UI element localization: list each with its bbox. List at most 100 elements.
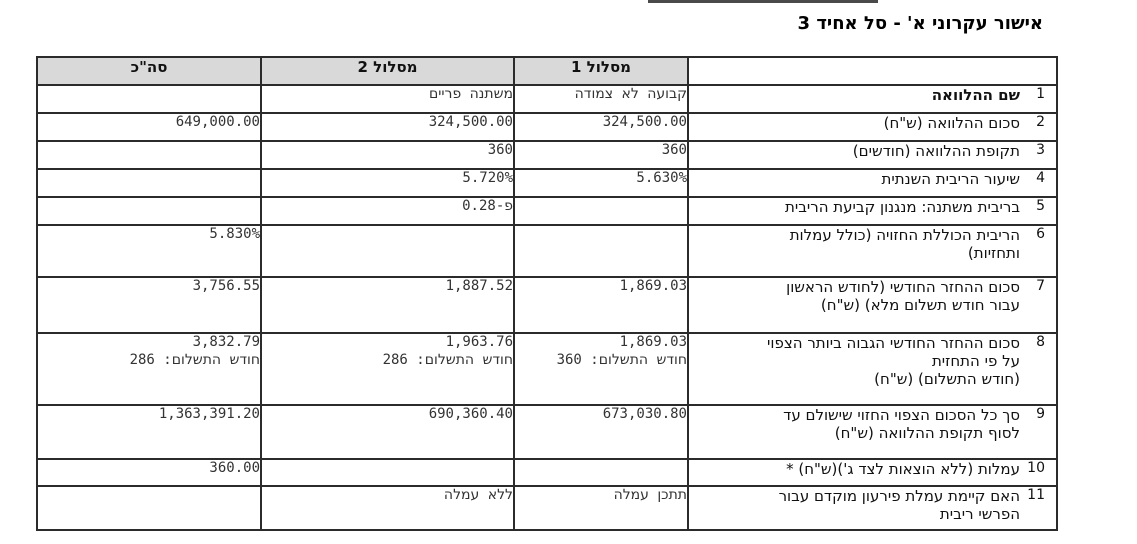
value-cell-track1: 5.630% [513,168,689,198]
row-number: 7 [1036,278,1045,294]
row-label-cell: 8 סכום ההחזר החודשי הגבוה ביותר הצפוי על… [687,332,1058,406]
row-number: 6 [1036,226,1045,242]
column-header-total: סה"כ [36,56,262,86]
value-cell-track2: 1,963.76 חודש התשלום: 286 [260,332,515,406]
row-label: סכום ההחזר החודשי הגבוה ביותר הצפוי על פ… [767,334,1020,388]
row-number: 10 [1027,460,1045,476]
cell-value: 1,363,391.20 [158,406,260,422]
table-row: 649,000.00 324,500.00 324,500.00 2 סכום … [36,112,1058,142]
row-number: 8 [1036,334,1045,350]
loan-comparison-table: סה"כ מסלול 2 מסלול 1 משתנה פריים קבועה ל… [36,56,1058,531]
row-label-cell: 2 סכום ההלוואה (ש"ח) [687,112,1058,142]
cell-subtext: חודש התשלום: 286 [382,352,513,368]
cell-value: 1,887.52 [445,278,513,294]
row-label: תקופת ההלוואה (חודשים) [852,142,1020,160]
table-row: 5.830% 6 הריבית הכוללת החזויה (כולל עמלו… [36,224,1058,278]
row-label-cell: 6 הריבית הכוללת החזויה (כולל עמלות ותחזי… [687,224,1058,278]
value-cell-track1: 360 [513,140,689,170]
cell-value: ללא עמלה [443,487,513,503]
table-row: משתנה פריים קבועה לא צמודה 1 שם ההלוואה [36,84,1058,114]
value-cell-track1: קבועה לא צמודה [513,84,689,114]
value-cell-total: 360.00 [36,458,262,487]
value-cell-track2: משתנה פריים [260,84,515,114]
table-row: 360.00 10 עמלות (ללא הוצאות לצד ג')(ש"ח)… [36,458,1058,487]
value-cell-track2 [260,224,515,278]
value-cell-total: 3,756.55 [36,276,262,334]
header-empty-cell [687,56,1058,86]
cell-value: 673,030.80 [602,406,687,422]
row-label: שם ההלוואה [931,86,1020,104]
row-number: 11 [1027,487,1045,503]
cell-value: תתכן עמלה [613,487,687,503]
table-row: 5.720% 5.630% 4 שיעור הריבית השנתית [36,168,1058,198]
table-row: ללא עמלה תתכן עמלה 11 האם קיימת עמלת פיר… [36,485,1058,531]
row-label: שיעור הריבית השנתית [881,170,1020,188]
value-cell-track2 [260,458,515,487]
row-number: 5 [1036,198,1045,214]
value-cell-track2: ללא עמלה [260,485,515,531]
value-cell-track1 [513,196,689,226]
column-header-track1: מסלול 1 [513,56,689,86]
row-number: 3 [1036,142,1045,158]
cell-value: משתנה פריים [428,86,513,102]
row-label: סך כל הסכום הצפוי החזוי שישולם עד לסוף ת… [783,406,1020,442]
value-cell-track1 [513,458,689,487]
cell-value: 5.720% [462,170,513,186]
value-cell-track2: 324,500.00 [260,112,515,142]
value-cell-total [36,84,262,114]
cell-value: 5.630% [636,170,687,186]
row-label-cell: 11 האם קיימת עמלת פירעון מוקדם עבור הפרש… [687,485,1058,531]
column-header-track2: מסלול 2 [260,56,515,86]
cell-value: 3,832.79 [192,334,260,350]
page-title: אישור עקרוני א' - סל אחיד 3 [797,13,1043,34]
row-label: הריבית הכוללת החזויה (כולל עמלות ותחזיות… [789,226,1020,262]
cell-value: 690,360.40 [428,406,513,422]
value-cell-total [36,140,262,170]
row-number: 1 [1036,86,1045,102]
cell-value: 1,869.03 [619,278,687,294]
cell-value: 324,500.00 [602,114,687,130]
cell-value: 5.830% [209,226,260,242]
row-label: עמלות (ללא הוצאות לצד ג')(ש"ח) * [786,460,1020,478]
value-cell-track1: 1,869.03 חודש התשלום: 360 [513,332,689,406]
cell-value: 360 [661,142,687,158]
row-label-cell: 4 שיעור הריבית השנתית [687,168,1058,198]
row-label: סכום ההלוואה (ש"ח) [883,114,1020,132]
row-label-cell: 10 עמלות (ללא הוצאות לצד ג')(ש"ח) * [687,458,1058,487]
row-label-cell: 9 סך כל הסכום הצפוי החזוי שישולם עד לסוף… [687,404,1058,460]
cell-value: 1,869.03 [619,334,687,350]
value-cell-total [36,485,262,531]
row-number: 2 [1036,114,1045,130]
cell-value: 360.00 [209,460,260,476]
value-cell-track1: 324,500.00 [513,112,689,142]
value-cell-total: 1,363,391.20 [36,404,262,460]
value-cell-track2: 690,360.40 [260,404,515,460]
row-label: סכום ההחזר החודשי (לחודש הראשון עבור חוד… [786,278,1020,314]
header-divider-line [648,0,878,3]
cell-subtext: חודש התשלום: 286 [129,352,260,368]
table-row: 3,756.55 1,887.52 1,869.03 7 סכום ההחזר … [36,276,1058,334]
row-label-cell: 7 סכום ההחזר החודשי (לחודש הראשון עבור ח… [687,276,1058,334]
value-cell-total [36,168,262,198]
value-cell-total: 3,832.79 חודש התשלום: 286 [36,332,262,406]
row-number: 9 [1036,406,1045,422]
cell-value: קבועה לא צמודה [574,86,687,102]
value-cell-total [36,196,262,226]
row-label: בריבית משתנה: מנגנון קביעת הריבית [785,198,1020,216]
value-cell-track1: תתכן עמלה [513,485,689,531]
value-cell-track2: 5.720% [260,168,515,198]
row-label-cell: 1 שם ההלוואה [687,84,1058,114]
row-label: האם קיימת עמלת פירעון מוקדם עבור הפרשי ר… [778,487,1020,523]
value-cell-track2: פ-0.28 [260,196,515,226]
value-cell-track2: 1,887.52 [260,276,515,334]
cell-value: 649,000.00 [175,114,260,130]
cell-value: 3,756.55 [192,278,260,294]
value-cell-track2: 360 [260,140,515,170]
table-row: 3,832.79 חודש התשלום: 286 1,963.76 חודש … [36,332,1058,406]
cell-value: פ-0.28 [462,198,513,214]
table-row: פ-0.28 5 בריבית משתנה: מנגנון קביעת הריב… [36,196,1058,226]
value-cell-track1: 1,869.03 [513,276,689,334]
value-cell-total: 5.830% [36,224,262,278]
cell-value: 324,500.00 [428,114,513,130]
